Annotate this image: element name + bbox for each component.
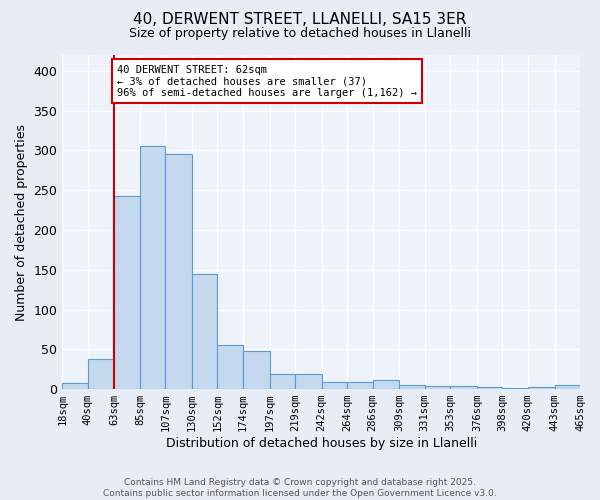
Bar (166, 154, 192, 389)
X-axis label: Distribution of detached houses by size in Llanelli: Distribution of detached houses by size … (166, 437, 477, 450)
Bar (347, 382, 373, 389)
Bar (400, 385, 425, 389)
Text: 40, DERWENT STREET, LLANELLI, SA15 3ER: 40, DERWENT STREET, LLANELLI, SA15 3ER (133, 12, 467, 28)
Bar (62, 382, 88, 389)
Bar (115, 196, 140, 389)
Bar (477, 386, 502, 389)
Text: Contains HM Land Registry data © Crown copyright and database right 2025.
Contai: Contains HM Land Registry data © Crown c… (103, 478, 497, 498)
Bar (269, 374, 295, 389)
Bar (450, 386, 477, 389)
Bar (373, 380, 400, 389)
Bar (425, 386, 450, 389)
Bar (295, 374, 322, 389)
Bar (192, 274, 217, 389)
Bar (554, 385, 580, 389)
Bar (502, 388, 528, 389)
Bar (140, 146, 166, 389)
Text: 40 DERWENT STREET: 62sqm
← 3% of detached houses are smaller (37)
96% of semi-de: 40 DERWENT STREET: 62sqm ← 3% of detache… (117, 64, 417, 98)
Y-axis label: Number of detached properties: Number of detached properties (15, 124, 28, 320)
Bar (322, 382, 347, 389)
Bar (243, 351, 269, 389)
Text: Size of property relative to detached houses in Llanelli: Size of property relative to detached ho… (129, 28, 471, 40)
Bar (528, 388, 554, 389)
Bar (217, 344, 243, 389)
Bar (88, 359, 115, 389)
